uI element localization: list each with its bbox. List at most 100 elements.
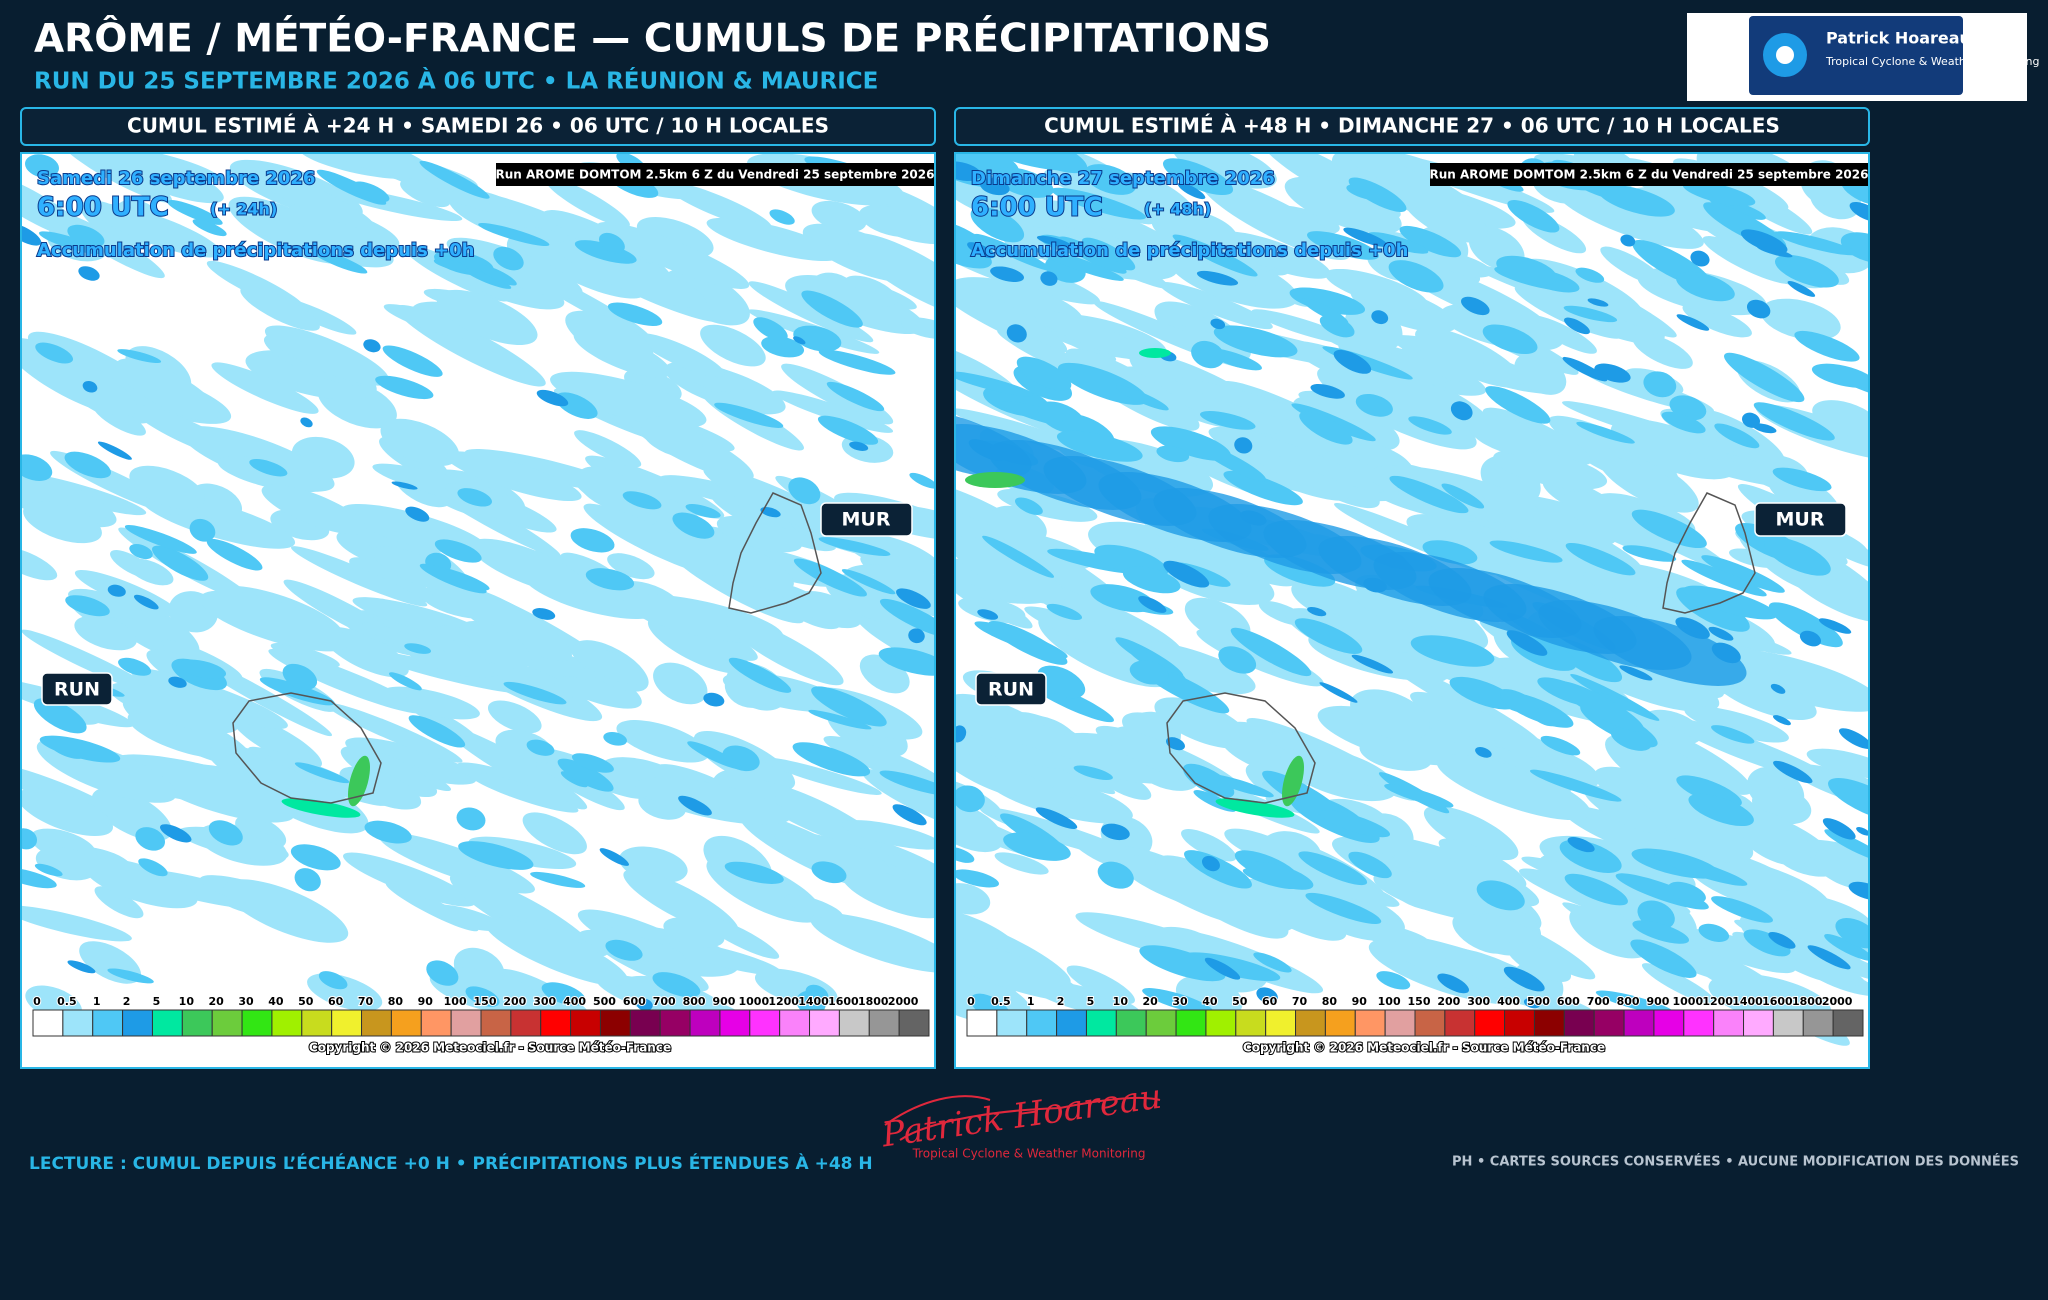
rain-cell <box>1824 829 1869 862</box>
rain-cell <box>810 913 935 973</box>
rain-cell <box>282 663 318 690</box>
rain-cell <box>622 491 662 510</box>
rain-cell <box>1355 393 1393 417</box>
rain-cell <box>1351 654 1394 674</box>
panel-header-box <box>954 107 1870 146</box>
rain-cell <box>1818 618 1852 634</box>
rain-cell <box>1532 708 1562 727</box>
rain-cell <box>1196 270 1239 286</box>
map-caption: Accumulation de précipitations depuis +0… <box>971 240 1408 261</box>
rain-cell <box>21 828 38 850</box>
rain-cell <box>557 758 614 792</box>
rain-cell <box>83 858 198 909</box>
rain-cell <box>35 342 74 364</box>
rain-cell <box>1389 475 1469 514</box>
rain-cell <box>955 750 1088 817</box>
rain-cell <box>426 904 504 931</box>
rain-cell <box>1376 971 1411 990</box>
rain-cell <box>1174 377 1334 428</box>
rain-cell <box>82 380 98 393</box>
rain-cell <box>1156 445 1190 463</box>
rain-cell <box>1449 676 1517 710</box>
rain-cell <box>583 503 723 576</box>
rain-cell <box>1181 829 1237 862</box>
rain-cell <box>1400 185 1488 243</box>
rain-cell <box>1351 590 1439 639</box>
rain-cell <box>142 762 295 823</box>
rain-cell <box>1688 793 1754 827</box>
rain-cell <box>1441 483 1485 509</box>
rain-cell <box>1641 963 1716 1005</box>
rain-cell <box>434 250 494 276</box>
rain-cell <box>1600 246 1665 286</box>
rain-cell <box>636 998 653 1011</box>
rain-cell <box>1676 314 1710 331</box>
rain-cell <box>1768 931 1796 949</box>
rain-cell <box>343 852 475 907</box>
rain-cell <box>560 771 588 788</box>
rain-cell <box>1156 303 1214 332</box>
rain-cell <box>133 594 159 610</box>
legend-swatch <box>898 1009 930 1037</box>
rain-core <box>348 755 370 807</box>
rain-cell <box>669 941 782 976</box>
rain-cell <box>672 512 715 539</box>
rain-cell <box>240 286 320 331</box>
rain-cell <box>287 203 400 251</box>
rain-cell <box>1682 181 1756 207</box>
rain-cell <box>363 339 381 353</box>
rain-cell <box>493 246 524 271</box>
rain-cell <box>859 205 922 238</box>
rain-cell <box>784 894 843 920</box>
rain-cell <box>1610 726 1652 751</box>
rain-cell <box>372 546 457 590</box>
legend-value: 10 <box>1113 995 1129 1008</box>
rain-cell <box>977 609 999 620</box>
rain-cell <box>1368 232 1429 254</box>
rain-cell <box>1576 421 1635 444</box>
legend-value: 200 <box>503 995 526 1008</box>
rain-cell <box>1154 697 1250 749</box>
rain-cell <box>1289 287 1366 315</box>
legend-value: 80 <box>1322 995 1338 1008</box>
legend-value: 1000 <box>738 995 769 1008</box>
legend-swatch <box>390 1009 422 1037</box>
rain-cell <box>570 644 645 685</box>
rain-cell <box>1768 602 1843 648</box>
rain-cell <box>1348 851 1392 879</box>
rain-cell <box>1632 332 1693 369</box>
rain-cell <box>1037 665 1086 699</box>
rain-cell <box>955 725 967 743</box>
rain-cell <box>1333 349 1372 374</box>
legend-swatch <box>868 1009 900 1037</box>
legend-swatch <box>1205 1009 1237 1037</box>
rain-cell <box>724 861 784 884</box>
rain-cell <box>526 739 555 756</box>
rain-cell <box>994 852 1049 875</box>
legend-value: 400 <box>1497 995 1520 1008</box>
rain-cell <box>795 590 862 629</box>
rain-cell <box>1036 235 1072 248</box>
rain-cell <box>955 371 1034 397</box>
rain-cell <box>1575 267 1605 283</box>
rain-cell <box>990 266 1024 282</box>
rain-cell <box>1399 225 1462 258</box>
rain-cell <box>1822 818 1856 840</box>
rain-cell <box>1643 371 1677 398</box>
rain-cell <box>748 281 874 343</box>
rain-cell <box>21 788 113 837</box>
rain-cell <box>404 643 432 654</box>
rain-cell <box>1159 282 1273 330</box>
legend-value: 2 <box>123 995 131 1008</box>
island-mauritius <box>728 492 822 614</box>
legend-swatch <box>749 1009 781 1037</box>
rain-cell <box>663 917 725 948</box>
rain-cell <box>841 820 935 850</box>
label-mur-box <box>1754 502 1847 537</box>
rain-cell <box>980 524 1121 605</box>
legend-value: 500 <box>1527 995 1550 1008</box>
legend-value: 80 <box>388 995 404 1008</box>
legend-swatch <box>1832 1009 1864 1037</box>
rain-cell <box>1373 870 1515 923</box>
legend-swatch <box>62 1009 94 1037</box>
